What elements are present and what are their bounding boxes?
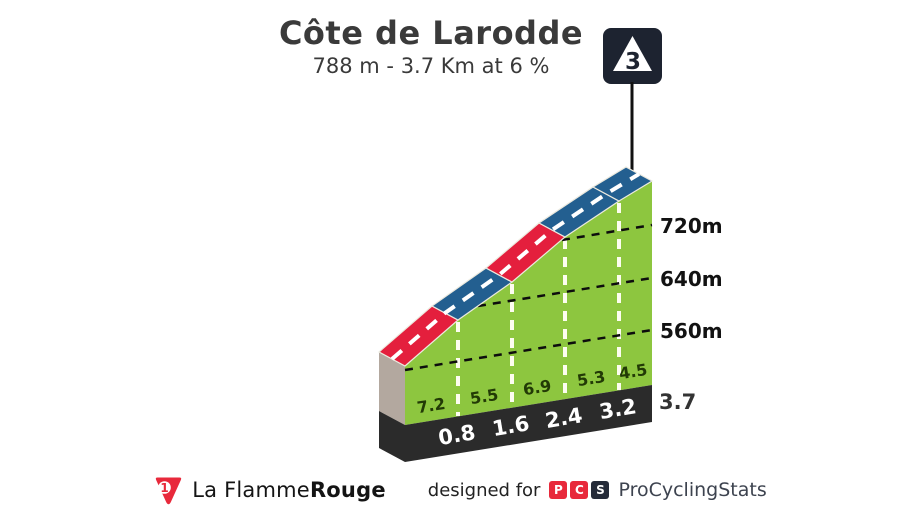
- elevation-tick-720m: 720m: [660, 214, 723, 238]
- gradient-label-4: 5.3: [576, 367, 607, 390]
- gradient-label-1: 7.2: [416, 394, 447, 417]
- elevation-tick-560m: 560m: [660, 319, 723, 343]
- hill-face: [405, 181, 652, 425]
- gradient-label-3: 6.9: [522, 376, 553, 399]
- logo-number: 1: [161, 481, 169, 495]
- gradient-label-5: 4.5: [618, 360, 649, 383]
- km-divider-lines: [456, 203, 621, 416]
- elevation-tick-640m: 640m: [660, 267, 723, 291]
- elevation-tick-labels: 720m 640m 560m: [660, 214, 723, 343]
- page-title: Côte de Larodde: [278, 14, 584, 52]
- brand-regular: La Flamme: [192, 478, 310, 502]
- distance-label-end: 3.7: [659, 390, 696, 414]
- pcs-logo: P C S: [549, 481, 610, 499]
- road-centerline: [390, 172, 641, 361]
- gradient-label-2: 5.5: [469, 385, 500, 408]
- laflammerouge-brand: 1 La FlammeRouge: [153, 475, 386, 506]
- laflammerouge-name: La FlammeRouge: [192, 478, 386, 502]
- header: Côte de Larodde 788 m - 3.7 Km at 6 %: [171, 14, 691, 79]
- pcs-letter-c: C: [570, 481, 589, 499]
- contour-720m: [561, 223, 653, 242]
- pcs-letter-p: P: [549, 481, 568, 499]
- designed-for-label: designed for: [427, 479, 541, 501]
- laflammerouge-logo-icon: 1: [156, 477, 182, 504]
- category-number: 3: [625, 49, 641, 75]
- mountain-triangle-icon: [613, 36, 652, 71]
- procyclingstats-name: ProCyclingStats: [618, 479, 767, 501]
- brand-bold: Rouge: [309, 478, 386, 502]
- category-badge-sign: 3: [603, 28, 662, 84]
- distance-axis-band: [405, 385, 652, 462]
- category-badge: 3: [603, 28, 662, 84]
- contour-560m: [404, 328, 653, 372]
- procyclingstats-credit: designed for P C S ProCyclingStats: [428, 479, 767, 501]
- gradient-labels: 7.2 5.5 6.9 5.3 4.5: [416, 360, 649, 417]
- logo-circle: [158, 480, 172, 494]
- hill-side-cap: [379, 352, 405, 425]
- axis-band-side-cap: [379, 411, 405, 462]
- climb-stats-subtitle: 788 m - 3.7 Km at 6 %: [312, 54, 550, 79]
- elevation-contour-lines: [404, 223, 653, 372]
- footer: 1 La FlammeRouge designed for P C S ProC…: [0, 472, 920, 508]
- pcs-letter-s: S: [591, 481, 610, 499]
